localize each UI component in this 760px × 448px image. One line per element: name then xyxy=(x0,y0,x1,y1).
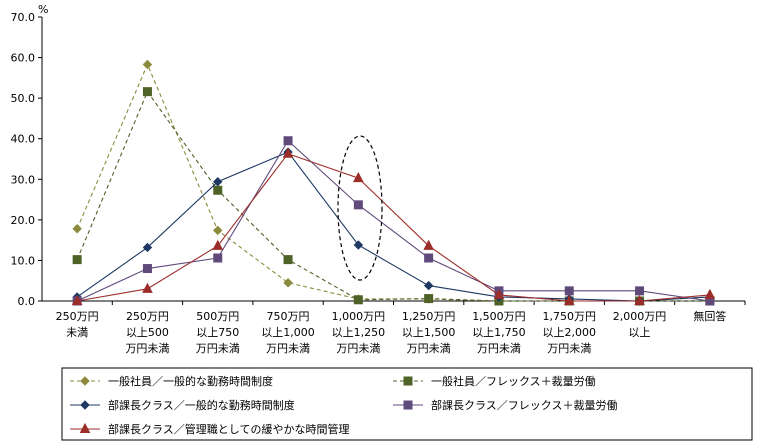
data-point xyxy=(142,282,153,293)
data-point xyxy=(635,286,645,296)
y-tick-label: 10.0 xyxy=(11,254,36,267)
legend-label: 一般社員／一般的な勤務時間制度 xyxy=(108,374,273,388)
x-category-label: 1,250万円以上1,500 万円未満 xyxy=(402,310,456,355)
data-point xyxy=(212,239,224,250)
legend: 一般社員／一般的な勤務時間制度 一般社員／フレックス＋裁量労働部課長クラス／一般的… xyxy=(61,367,753,441)
series-line xyxy=(76,139,710,302)
data-point xyxy=(423,239,434,250)
data-point xyxy=(493,288,505,299)
x-category-label: 1,500万円以上1,750 万円未満 xyxy=(472,310,526,355)
data-point xyxy=(282,147,294,158)
y-tick-label: 70.0 xyxy=(11,11,36,24)
highlight-ellipse xyxy=(337,135,383,281)
legend-label: 部課長クラス／フレックス＋裁量労働 xyxy=(431,398,617,412)
y-tick-labels: 0.0 10.0 20.0 30.0 40.0 50.0 60.0 70.0 xyxy=(11,11,36,308)
series-lines xyxy=(71,59,716,306)
x-category-label: 無回答 xyxy=(693,309,726,323)
data-point xyxy=(72,255,82,265)
data-point xyxy=(72,224,82,234)
legend-marker xyxy=(79,422,91,433)
data-point xyxy=(283,255,293,265)
legend-marker xyxy=(403,376,413,386)
legend-marker xyxy=(403,400,413,410)
data-point xyxy=(634,294,645,305)
x-category-label: 1,000万円以上1,250 万円未満 xyxy=(332,310,386,355)
legend-item: 部課長クラス／管理職としての緩やかな時間管理 xyxy=(70,422,349,436)
data-point xyxy=(424,294,434,304)
legend-marker xyxy=(80,376,90,386)
y-tick-label: 60.0 xyxy=(11,52,36,65)
data-point xyxy=(142,59,153,70)
series-3 xyxy=(72,147,715,306)
data-point xyxy=(142,264,152,274)
y-tick-label: 20.0 xyxy=(11,214,36,227)
data-point xyxy=(142,87,152,97)
y-tick-label: 50.0 xyxy=(11,92,36,105)
series-5 xyxy=(71,147,716,305)
legend-item: 一般社員／一般的な勤務時間制度 xyxy=(70,374,273,388)
series-4 xyxy=(72,136,715,306)
data-point xyxy=(353,240,364,250)
x-category-label: 500万円以上750 万円未満 xyxy=(196,310,240,355)
legend-marker xyxy=(80,400,90,410)
y-tick-label: 40.0 xyxy=(11,133,36,146)
data-point xyxy=(71,294,83,305)
legend-label: 部課長クラス／一般的な勤務時間制度 xyxy=(108,398,295,412)
data-point xyxy=(563,294,575,305)
data-point xyxy=(353,200,363,210)
x-category-label: 2,000万円以上 xyxy=(613,310,667,339)
data-point xyxy=(353,295,363,305)
legend-item: 部課長クラス／フレックス＋裁量労働 xyxy=(393,398,617,412)
legend-item: 部課長クラス／一般的な勤務時間制度 xyxy=(70,398,295,412)
legend-item: 一般社員／フレックス＋裁量労働 xyxy=(393,374,596,388)
data-point xyxy=(704,288,716,299)
legend-label: 一般社員／フレックス＋裁量労働 xyxy=(431,374,596,388)
data-point xyxy=(283,136,293,146)
data-point xyxy=(283,278,293,288)
x-category-label: 750万円以上1,000 万円未満 xyxy=(261,310,315,355)
data-point xyxy=(142,242,153,253)
data-point xyxy=(564,286,574,296)
series-line xyxy=(77,153,710,302)
data-point xyxy=(424,253,434,263)
x-category-labels: 250万円未満 250万円以上500 万円未満 500万円以上750 万円未満 750万円… xyxy=(56,309,727,355)
data-point xyxy=(353,171,364,183)
series-2 xyxy=(72,87,715,306)
x-category-label: 250万円未満 xyxy=(56,310,99,339)
y-tick-label: 30.0 xyxy=(11,173,36,186)
axes xyxy=(38,16,746,305)
data-point xyxy=(213,177,223,187)
data-point xyxy=(213,185,223,195)
series-line xyxy=(76,90,710,302)
y-tick-label: 0.0 xyxy=(18,295,36,308)
x-category-label: 1,750万円以上2,000 万円未満 xyxy=(543,310,597,355)
y-axis-label: % xyxy=(38,3,48,16)
x-category-label: 250万円以上500 万円未満 xyxy=(125,310,169,355)
series-1 xyxy=(72,59,715,306)
data-point xyxy=(213,253,223,263)
series-line xyxy=(76,151,710,302)
legend-label: 部課長クラス／管理職としての緩やかな時間管理 xyxy=(108,422,349,436)
data-point xyxy=(423,280,434,291)
data-point xyxy=(213,225,223,236)
